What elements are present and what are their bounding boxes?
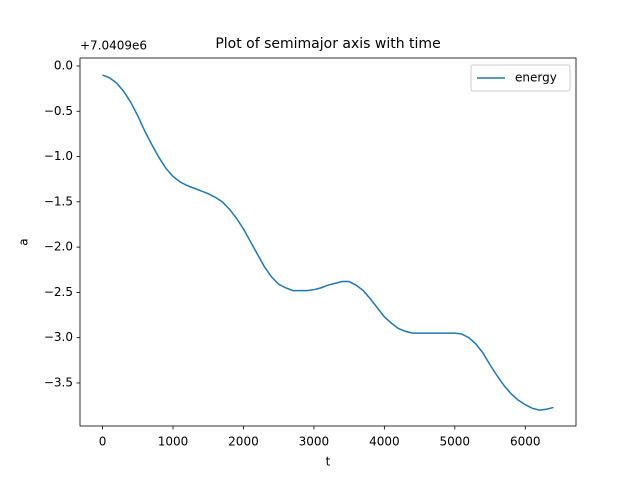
y-tick-label: 0.0 — [54, 58, 73, 72]
y-axis-label: a — [17, 238, 31, 245]
x-tick-label: 4000 — [369, 435, 400, 449]
x-tick-label: 2000 — [228, 435, 259, 449]
y-tick-label: −2.0 — [44, 240, 73, 254]
x-axis-label: t — [326, 455, 331, 469]
y-tick-label: −2.5 — [44, 285, 73, 299]
y-tick-label: −1.0 — [44, 149, 73, 163]
legend-box — [470, 64, 571, 92]
x-tick-label: 1000 — [158, 435, 189, 449]
data-line — [102, 74, 554, 411]
y-tick-label: −3.0 — [44, 330, 73, 344]
plot-area — [79, 57, 577, 427]
y-tick-label: −0.5 — [44, 104, 73, 118]
chart-title: Plot of semimajor axis with time — [215, 36, 440, 52]
legend-label: energy — [515, 71, 557, 85]
x-tick-label: 6000 — [510, 435, 541, 449]
y-tick-label: −1.5 — [44, 194, 73, 208]
y-tick-label: −3.5 — [44, 375, 73, 389]
offset-text: +7.0409e6 — [80, 39, 147, 53]
x-tick-label: 3000 — [299, 435, 330, 449]
x-tick-label: 0 — [99, 435, 107, 449]
x-tick-label: 5000 — [440, 435, 471, 449]
